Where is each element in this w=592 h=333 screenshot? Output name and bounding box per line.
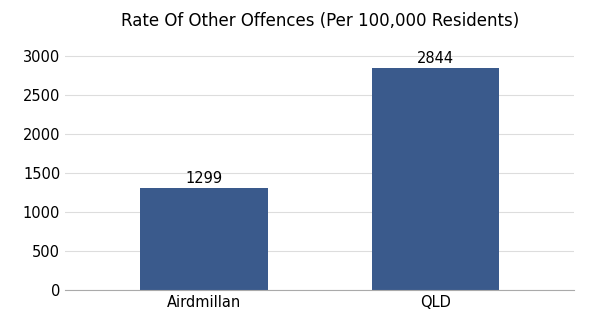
Bar <box>372 68 499 290</box>
Text: 2844: 2844 <box>417 51 454 66</box>
Title: Rate Of Other Offences (Per 100,000 Residents): Rate Of Other Offences (Per 100,000 Resi… <box>121 12 519 30</box>
Bar <box>140 188 268 290</box>
Text: 1299: 1299 <box>185 171 223 186</box>
